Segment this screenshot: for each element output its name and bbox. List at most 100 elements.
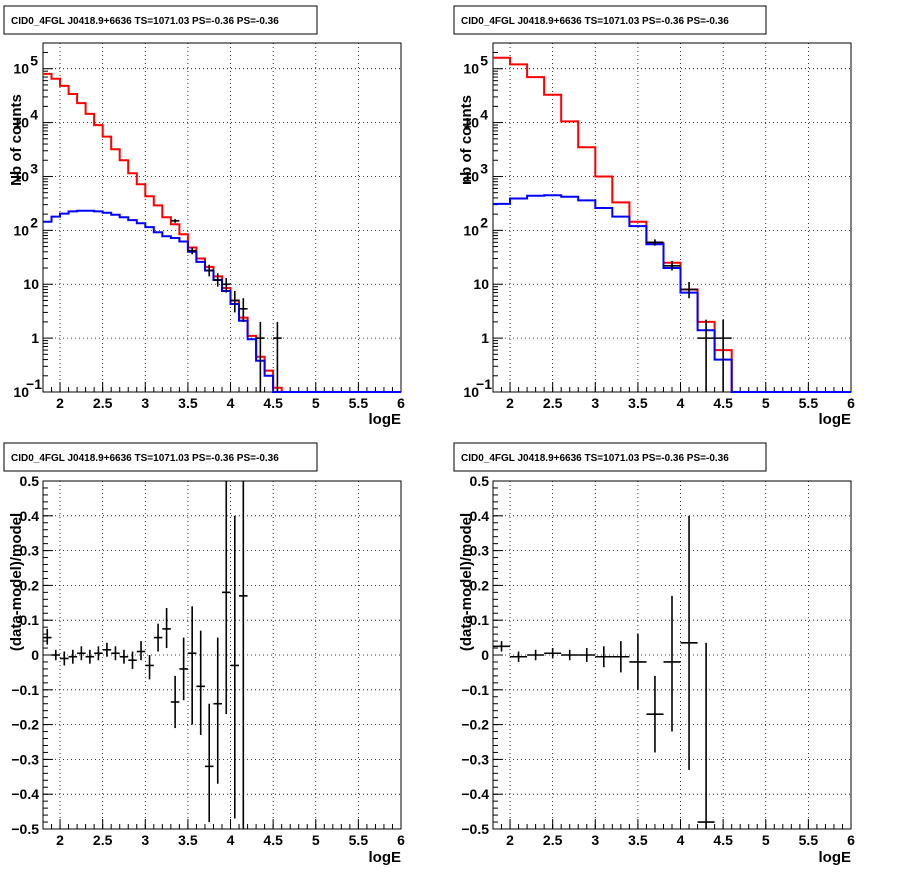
y-tick-label: 0.1 xyxy=(470,612,490,628)
y-axis-label: (data-model)/model xyxy=(8,513,25,651)
y-tick-label: 0.2 xyxy=(470,577,490,593)
x-tick-label: 3.5 xyxy=(628,395,648,411)
x-tick-label: 4.5 xyxy=(713,395,733,411)
y-axis-label: nb of counts xyxy=(458,95,475,185)
chart-title: CID0_4FGL J0418.9+6636 TS=1071.03 PS=-0.… xyxy=(11,453,279,464)
x-tick-label: 3 xyxy=(141,395,149,411)
y-tick-label: 10 xyxy=(13,61,29,77)
x-tick-label: 5.5 xyxy=(349,832,369,848)
x-tick-label: 6 xyxy=(847,395,855,411)
y-tick-label: 10 xyxy=(463,61,479,77)
y-tick-label: 0.5 xyxy=(20,473,40,489)
y-tick-label: 10 xyxy=(463,115,479,131)
x-tick-label: 5 xyxy=(312,832,320,848)
y-tick-label: 10 xyxy=(463,168,479,184)
plot-frame xyxy=(42,42,402,393)
x-tick-label: 6 xyxy=(397,395,405,411)
title-box xyxy=(453,5,767,35)
title-box xyxy=(3,442,318,472)
y-tick-exponent: 2 xyxy=(480,214,488,230)
x-tick-label: 5 xyxy=(312,395,320,411)
y-tick-label: 10 xyxy=(13,115,29,131)
y-axis-label: Nb of counts xyxy=(8,94,25,186)
y-tick-label: 1 xyxy=(481,330,489,346)
y-tick-label: −0.3 xyxy=(11,751,39,767)
x-tick-label: 2 xyxy=(506,832,514,848)
x-tick-label: 3 xyxy=(141,832,149,848)
y-tick-label: 0.4 xyxy=(20,508,40,524)
counts-panel-right: CID0_4FGL J0418.9+6636 TS=1071.03 PS=-0.… xyxy=(453,5,855,428)
y-tick-exponent: 3 xyxy=(480,160,488,176)
y-tick-label: 0.1 xyxy=(20,612,40,628)
y-tick-exponent: 4 xyxy=(480,107,488,123)
component-model-histogram xyxy=(493,194,851,393)
x-tick-label: 5.5 xyxy=(799,832,819,848)
y-tick-exponent: −1 xyxy=(476,376,492,392)
y-tick-label: 10 xyxy=(463,384,479,400)
y-tick-label: −0.4 xyxy=(11,786,39,802)
x-tick-label: 2.5 xyxy=(93,832,113,848)
x-axis-label: logE xyxy=(369,411,402,428)
y-axis-label: (data-model)/model xyxy=(458,513,475,651)
x-tick-label: 4 xyxy=(227,832,235,848)
x-tick-label: 6 xyxy=(847,832,855,848)
counts-panel-left: CID0_4FGL J0418.9+6636 TS=1071.03 PS=-0.… xyxy=(3,5,405,428)
chart-title: CID0_4FGL J0418.9+6636 TS=1071.03 PS=-0.… xyxy=(461,453,729,464)
x-axis-label: logE xyxy=(819,411,852,428)
y-tick-label: −0.2 xyxy=(461,717,489,733)
x-tick-label: 2 xyxy=(56,395,64,411)
component-model-histogram xyxy=(43,209,401,393)
x-tick-label: 5.5 xyxy=(349,395,369,411)
x-tick-label: 4.5 xyxy=(263,395,283,411)
y-tick-label: 10 xyxy=(13,222,29,238)
y-tick-label: −0.4 xyxy=(461,786,489,802)
x-tick-label: 3.5 xyxy=(628,832,648,848)
y-tick-label: 0.3 xyxy=(470,543,490,559)
x-tick-label: 6 xyxy=(397,832,405,848)
y-tick-label: 0.4 xyxy=(470,508,490,524)
y-tick-label: 10 xyxy=(473,276,489,292)
x-tick-label: 2 xyxy=(56,832,64,848)
x-tick-label: 2.5 xyxy=(93,395,113,411)
y-tick-exponent: 5 xyxy=(480,53,488,69)
x-tick-label: 2 xyxy=(506,395,514,411)
x-tick-label: 4 xyxy=(677,395,685,411)
x-tick-label: 3.5 xyxy=(178,395,198,411)
y-tick-exponent: 2 xyxy=(30,214,38,230)
y-tick-label: 0.2 xyxy=(20,577,40,593)
y-tick-label: −0.5 xyxy=(461,821,489,837)
y-tick-label: −0.5 xyxy=(11,821,39,837)
title-box xyxy=(453,442,767,472)
y-tick-label: 1 xyxy=(31,330,39,346)
y-tick-label: 10 xyxy=(23,276,39,292)
x-tick-label: 2.5 xyxy=(543,395,563,411)
chart-title: CID0_4FGL J0418.9+6636 TS=1071.03 PS=-0.… xyxy=(461,16,729,27)
y-tick-label: 10 xyxy=(13,384,29,400)
x-tick-label: 4 xyxy=(677,832,685,848)
y-tick-label: −0.1 xyxy=(461,682,489,698)
y-tick-label: −0.1 xyxy=(11,682,39,698)
y-tick-label: 0.5 xyxy=(470,473,490,489)
x-tick-label: 3.5 xyxy=(178,832,198,848)
y-tick-exponent: 5 xyxy=(30,53,38,69)
y-tick-exponent: 3 xyxy=(30,160,38,176)
title-box xyxy=(3,5,318,35)
chart-title: CID0_4FGL J0418.9+6636 TS=1071.03 PS=-0.… xyxy=(11,16,279,27)
y-tick-label: 10 xyxy=(463,222,479,238)
x-tick-label: 4.5 xyxy=(713,832,733,848)
y-tick-label: 0 xyxy=(481,647,489,663)
y-tick-label: −0.2 xyxy=(11,717,39,733)
x-tick-label: 3 xyxy=(591,395,599,411)
plot-frame xyxy=(492,42,852,393)
x-tick-label: 5 xyxy=(762,832,770,848)
y-tick-label: 0.3 xyxy=(20,543,40,559)
x-tick-label: 4 xyxy=(227,395,235,411)
x-tick-label: 5 xyxy=(762,395,770,411)
x-tick-label: 4.5 xyxy=(263,832,283,848)
y-tick-label: 10 xyxy=(13,168,29,184)
residual-panel-left: CID0_4FGL J0418.9+6636 TS=1071.03 PS=-0.… xyxy=(3,442,405,866)
x-tick-label: 5.5 xyxy=(799,395,819,411)
x-axis-label: logE xyxy=(369,849,402,866)
y-tick-exponent: 4 xyxy=(30,107,38,123)
